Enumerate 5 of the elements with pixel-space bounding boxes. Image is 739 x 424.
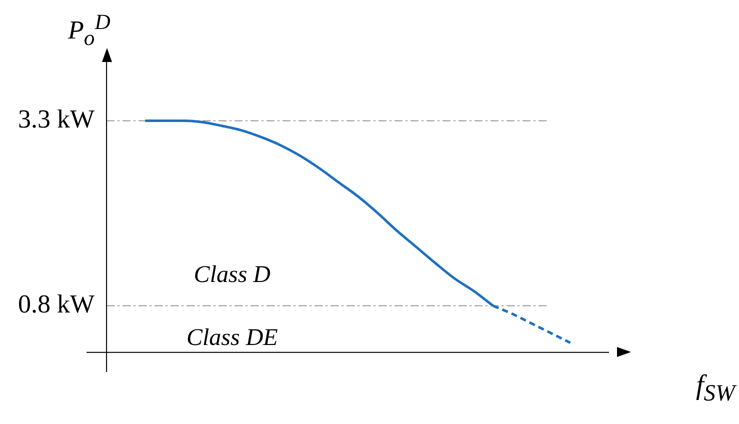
annotation: Class DE xyxy=(186,325,278,352)
y-tick-label: 0.8 kW xyxy=(18,290,95,319)
x-axis-title: f$_{SW}$ xyxy=(696,370,735,408)
y-tick-label: 3.3 kW xyxy=(18,104,95,134)
annotation: Class D xyxy=(194,262,270,288)
